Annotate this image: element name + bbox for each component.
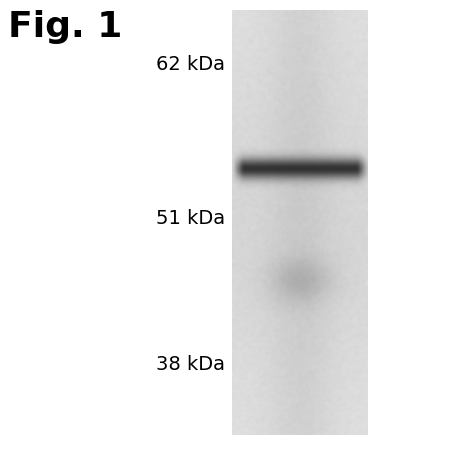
Text: 38 kDa: 38 kDa [156, 356, 225, 374]
Text: 51 kDa: 51 kDa [156, 208, 225, 228]
Text: 62 kDa: 62 kDa [156, 55, 225, 75]
Text: Fig. 1: Fig. 1 [8, 10, 122, 44]
